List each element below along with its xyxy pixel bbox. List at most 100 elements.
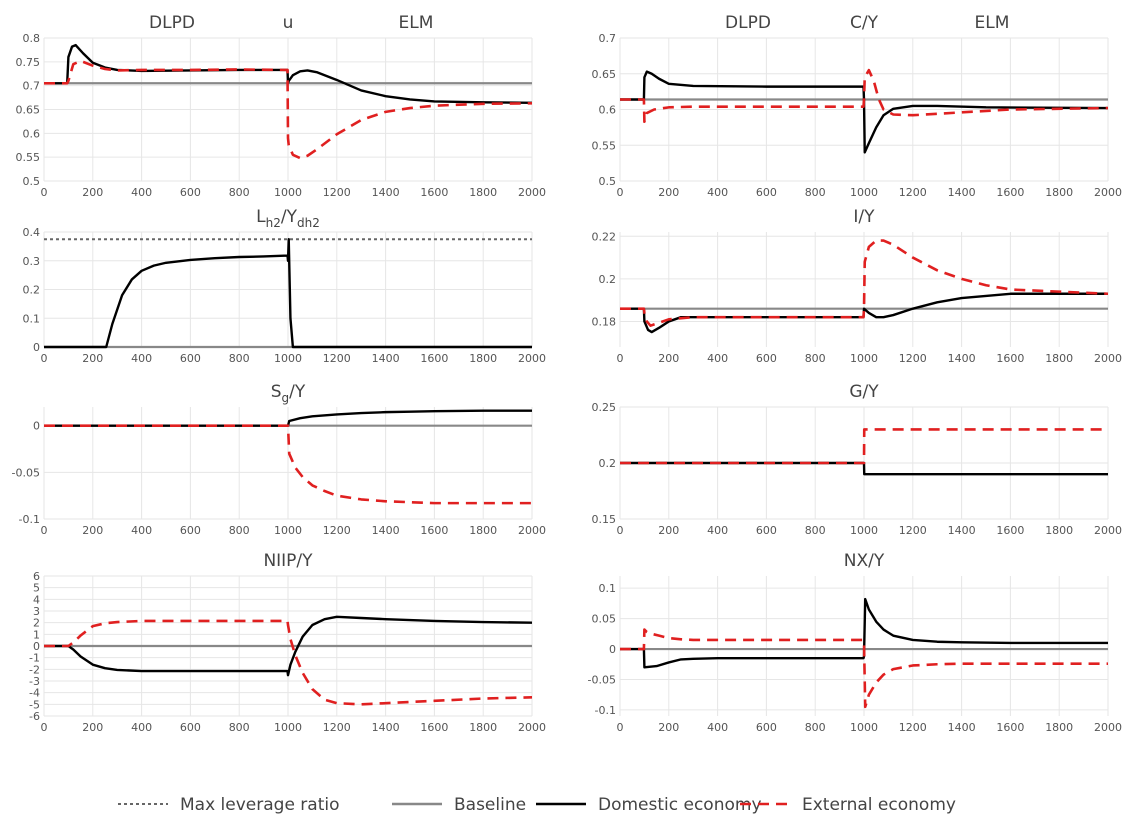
x-tick-label: 1600 — [420, 186, 448, 199]
x-tick-label: 1000 — [850, 352, 878, 365]
x-tick-label: 0 — [617, 352, 624, 365]
y-tick-label: 0.2 — [599, 457, 617, 470]
y-tick-label: 0 — [33, 420, 40, 433]
x-tick-label: 1800 — [469, 524, 497, 537]
x-tick-label: 0 — [617, 721, 624, 734]
legend-item: External economy — [740, 795, 956, 815]
x-tick-label: 200 — [82, 186, 103, 199]
x-tick-label: 1800 — [469, 186, 497, 199]
series-line — [44, 43, 533, 105]
y-tick-label: 0.1 — [23, 312, 41, 325]
y-tick-label: 0.3 — [23, 255, 41, 268]
y-tick-label: -0.05 — [12, 466, 40, 479]
x-tick-label: 1000 — [850, 721, 878, 734]
x-tick-label: 600 — [180, 721, 201, 734]
y-tick-label: 0.25 — [592, 401, 617, 414]
x-tick-label: 1400 — [948, 186, 976, 199]
x-tick-label: 1400 — [372, 186, 400, 199]
y-tick-label: 0.65 — [16, 104, 41, 117]
y-tick-label: 0 — [33, 640, 40, 653]
y-tick-label: 0.8 — [23, 32, 41, 45]
y-tick-label: 1 — [33, 628, 40, 641]
x-tick-label: 600 — [756, 352, 777, 365]
x-tick-label: 1800 — [1045, 352, 1073, 365]
panel-title: NIIP/Y — [263, 551, 313, 571]
x-tick-label: 200 — [658, 186, 679, 199]
y-tick-label: 0.5 — [599, 175, 617, 188]
x-tick-label: 2000 — [518, 721, 546, 734]
x-tick-label: 800 — [805, 524, 826, 537]
x-tick-label: 400 — [131, 524, 152, 537]
series-line — [44, 619, 533, 706]
panel-7: 0 200 400 600 800 1000 1200 1400 1600 1800 2000 -0.… — [588, 551, 1122, 734]
x-tick-label: 0 — [41, 352, 48, 365]
x-tick-label: 0 — [41, 721, 48, 734]
x-tick-label: 1800 — [1045, 721, 1073, 734]
y-tick-label: 0.65 — [592, 68, 617, 81]
x-tick-label: 800 — [805, 721, 826, 734]
panel-3: 0 200 400 600 800 1000 1200 1400 1600 1800 2000 0.1… — [592, 207, 1123, 365]
series-line — [620, 428, 1108, 465]
x-tick-label: 1000 — [850, 524, 878, 537]
panel-title: NX/Y — [844, 551, 885, 571]
x-tick-label: 1200 — [899, 186, 927, 199]
right-label: ELM — [399, 13, 434, 33]
x-tick-label: 1400 — [948, 524, 976, 537]
panel-title: G/Y — [849, 382, 879, 402]
y-tick-label: -6 — [29, 710, 40, 723]
legend-label: Domestic economy — [598, 795, 762, 815]
x-tick-label: 200 — [82, 524, 103, 537]
x-tick-label: 400 — [707, 524, 728, 537]
x-tick-label: 1000 — [274, 721, 302, 734]
y-tick-label: 0 — [609, 643, 616, 656]
series-line — [620, 628, 1108, 709]
x-tick-label: 1000 — [850, 186, 878, 199]
panel-1: 0 200 400 600 800 1000 1200 1400 1600 1800 2000 0.5… — [592, 13, 1123, 199]
panels: 0 200 400 600 800 1000 1200 1400 1600 1800 20000.5… — [12, 13, 1122, 734]
x-tick-label: 2000 — [1094, 524, 1122, 537]
panel-title: u — [283, 13, 294, 33]
x-tick-label: 600 — [756, 186, 777, 199]
x-tick-label: 2000 — [518, 524, 546, 537]
x-tick-label: 400 — [707, 186, 728, 199]
y-tick-label: -0.1 — [595, 704, 616, 717]
y-tick-label: 0.1 — [599, 582, 617, 595]
y-tick-label: 0.15 — [592, 513, 617, 526]
x-tick-label: 800 — [229, 524, 250, 537]
y-tick-label: 0 — [33, 341, 40, 354]
x-tick-label: 2000 — [518, 186, 546, 199]
x-tick-label: 1200 — [323, 721, 351, 734]
panel-0: 0 200 400 600 800 1000 1200 1400 1600 1800 2000 0.5… — [16, 13, 547, 199]
x-tick-label: 0 — [617, 186, 624, 199]
series-line — [620, 461, 1108, 476]
series-line — [44, 59, 533, 160]
panel-title: Sg/Y — [271, 382, 306, 405]
x-tick-label: 1400 — [948, 721, 976, 734]
x-tick-label: 1200 — [323, 524, 351, 537]
x-tick-label: 1800 — [1045, 524, 1073, 537]
x-tick-label: 1200 — [899, 721, 927, 734]
series-line — [44, 424, 532, 505]
x-tick-label: 1600 — [996, 524, 1024, 537]
legend-label: Max leverage ratio — [180, 795, 340, 815]
right-label: ELM — [975, 13, 1010, 33]
legend-label: Baseline — [454, 795, 526, 815]
x-tick-label: 1200 — [323, 186, 351, 199]
x-tick-label: 1400 — [372, 721, 400, 734]
x-tick-label: 400 — [131, 352, 152, 365]
x-tick-label: 1600 — [420, 721, 448, 734]
x-tick-label: 200 — [82, 721, 103, 734]
x-tick-label: 400 — [707, 721, 728, 734]
x-tick-label: 600 — [756, 721, 777, 734]
x-tick-label: 800 — [229, 186, 250, 199]
series-line — [620, 239, 1109, 328]
x-tick-label: 600 — [180, 352, 201, 365]
y-tick-label: 0.2 — [23, 284, 41, 297]
series-line — [44, 237, 532, 349]
x-tick-label: 400 — [707, 352, 728, 365]
y-tick-label: 4 — [33, 593, 40, 606]
y-tick-label: 0.18 — [592, 315, 617, 328]
series-line — [620, 68, 1109, 123]
x-tick-label: 1000 — [274, 352, 302, 365]
